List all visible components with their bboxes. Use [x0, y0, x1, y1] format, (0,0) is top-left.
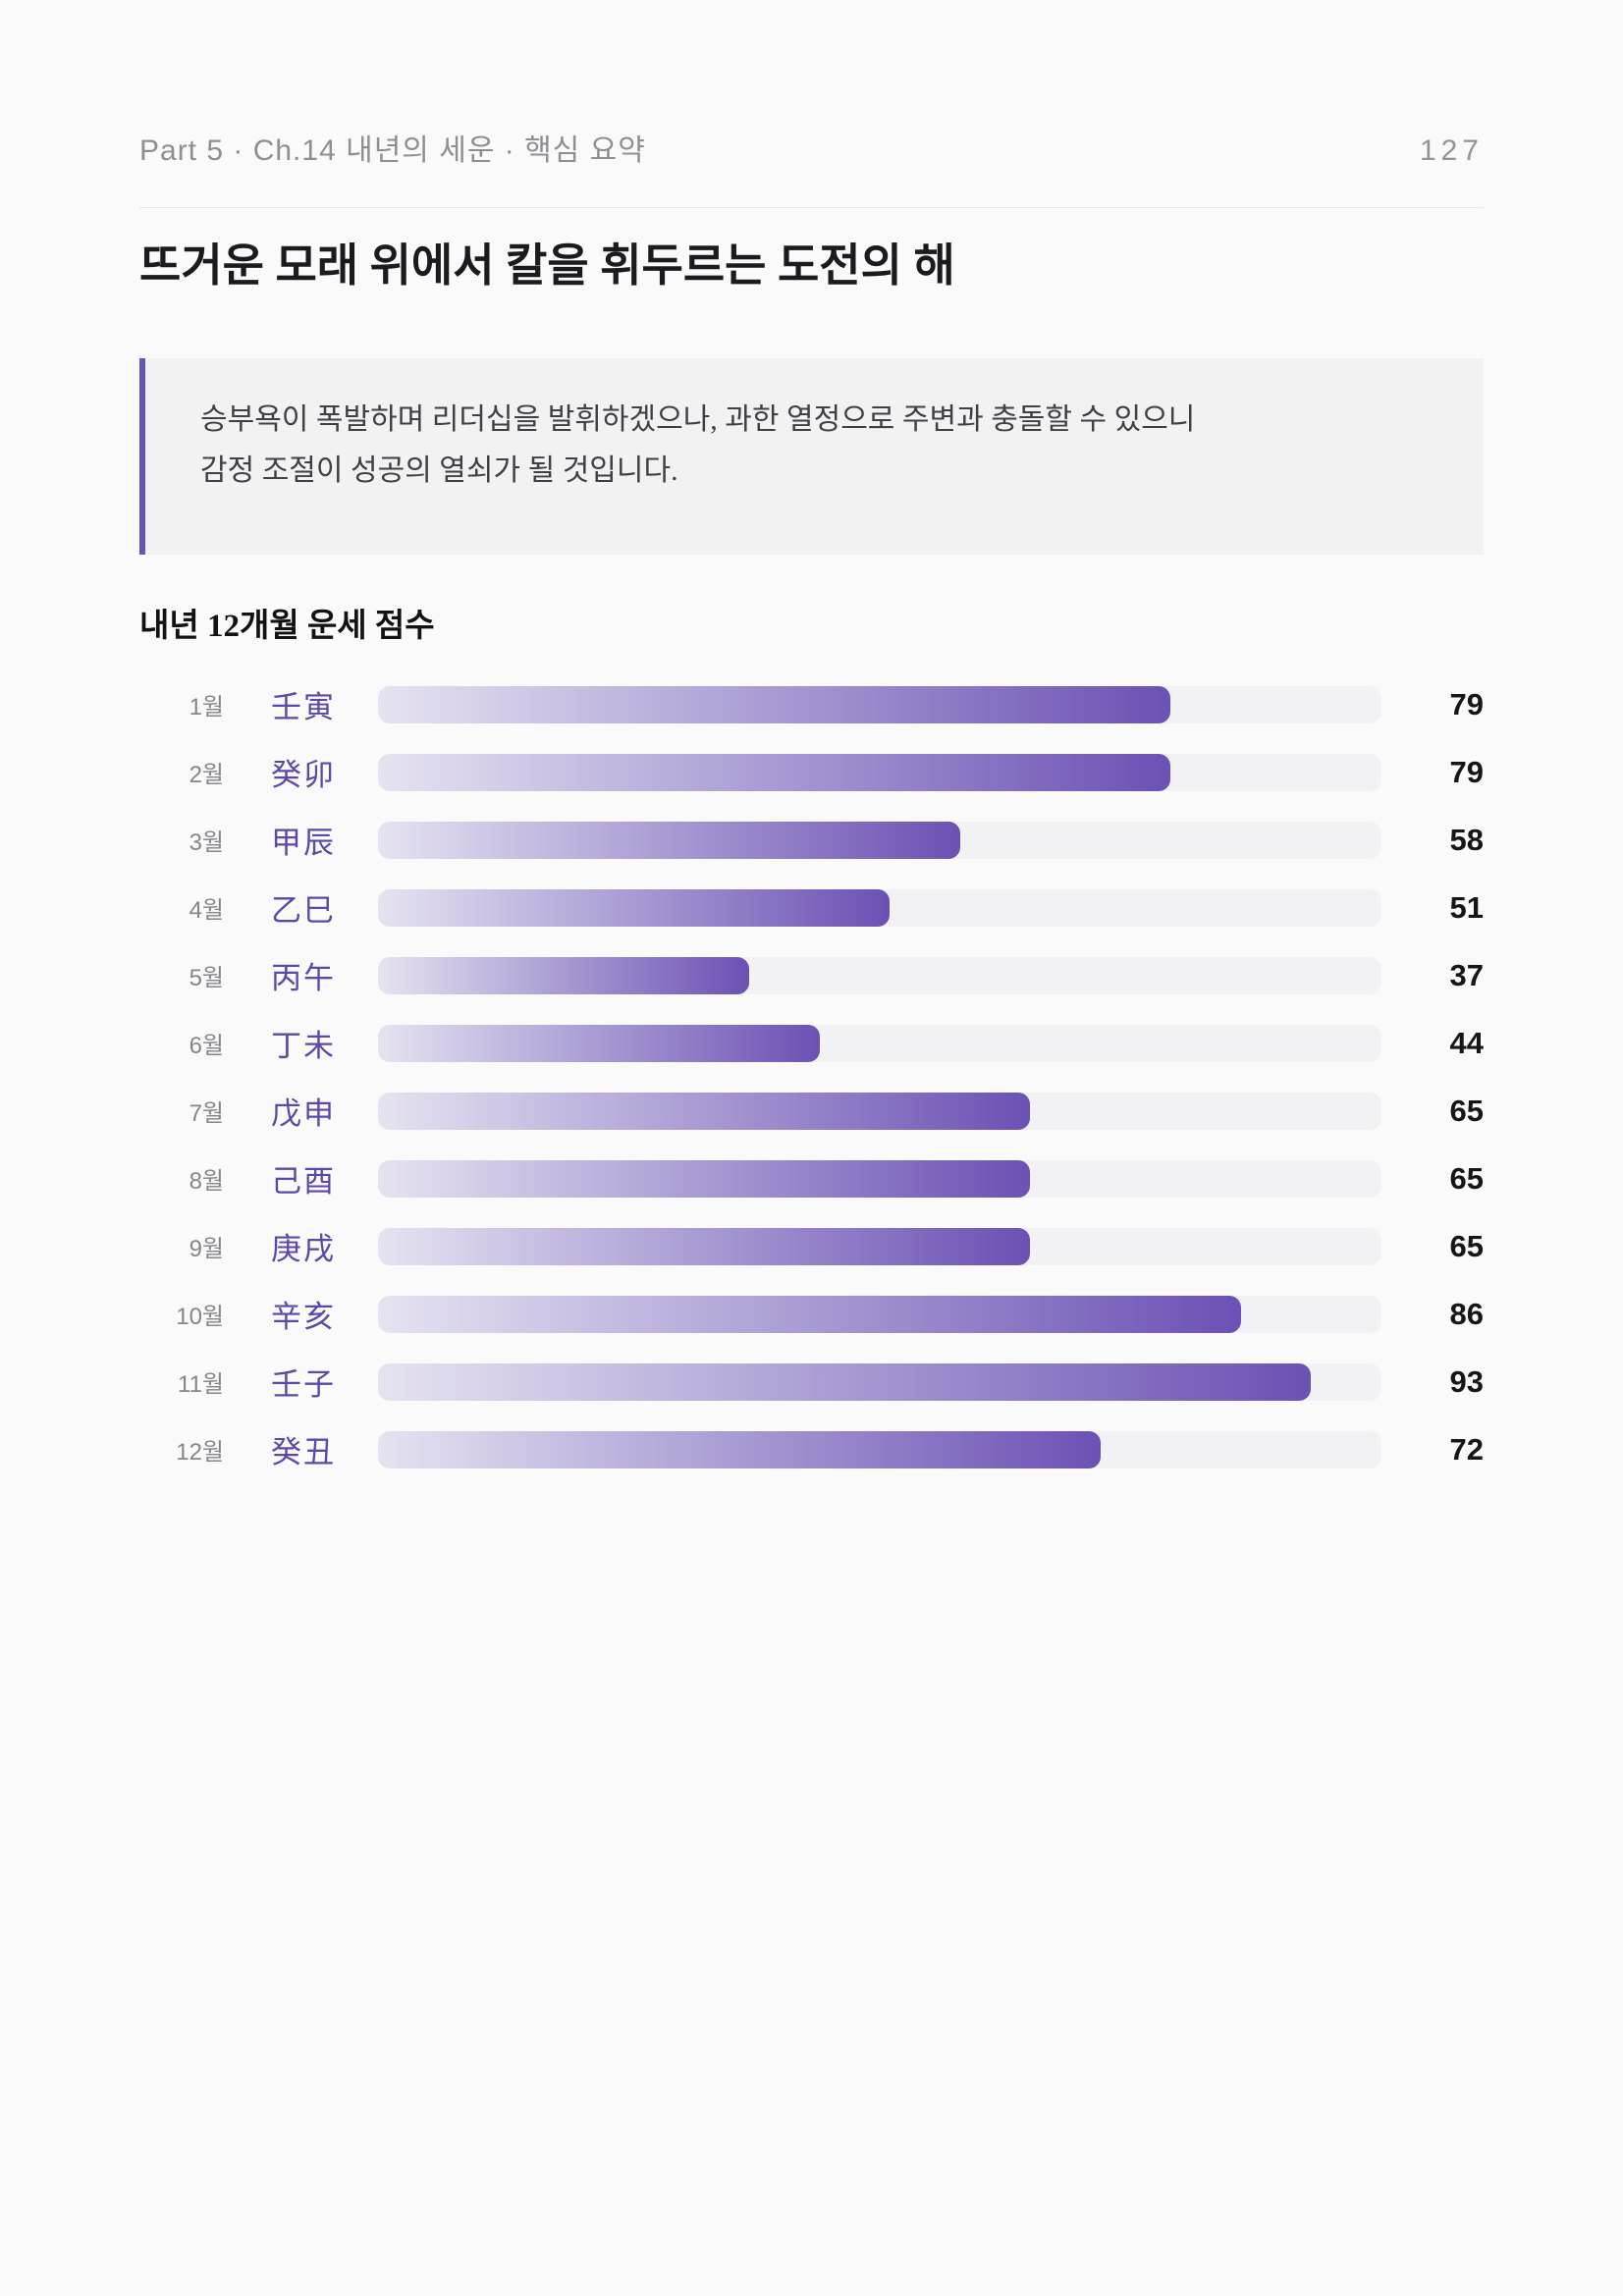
callout-line-1: 승부욕이 폭발하며 리더십을 발휘하겠으나, 과한 열정으로 주변과 충돌할 수…	[200, 403, 1196, 436]
bar-track	[378, 753, 1381, 791]
chart-row: 1월 壬寅 79	[139, 682, 1484, 724]
month-label: 7월	[189, 1100, 224, 1127]
ganzhi-label: 甲辰	[271, 826, 336, 860]
value-label: 79	[1449, 686, 1484, 721]
bar-track	[378, 1092, 1381, 1130]
bar-fill	[378, 753, 1171, 791]
chart-row: 6월 丁未 44	[139, 1021, 1484, 1063]
chart-row: 4월 乙巳 51	[139, 885, 1484, 928]
breadcrumb: Part 5 · Ch.14 내년의 세운 · 핵심 요약	[139, 134, 646, 167]
value-label: 65	[1449, 1228, 1484, 1263]
bar-track	[378, 1430, 1381, 1468]
bar-track	[378, 1227, 1381, 1265]
value-label: 93	[1449, 1363, 1484, 1399]
bar-track	[378, 685, 1381, 723]
value-label: 65	[1449, 1160, 1484, 1196]
bar-fill	[378, 1362, 1312, 1401]
ganzhi-label: 壬寅	[271, 690, 336, 724]
chart-row: 3월 甲辰 58	[139, 818, 1484, 860]
value-label: 79	[1449, 754, 1484, 789]
bar-track	[378, 1159, 1381, 1198]
value-label: 86	[1449, 1296, 1484, 1331]
chart: 1월 壬寅 79 2월 癸卯 79 3월 甲辰 58 4월 乙巳 51 5월 丙午 37 6월 丁未 44 7월 戊申…	[139, 682, 1484, 1469]
callout-line-2: 감정 조절이 성공의 열쇠가 될 것입니다.	[200, 454, 678, 487]
month-label: 9월	[189, 1236, 224, 1262]
page-header: Part 5 · Ch.14 내년의 세운 · 핵심 요약 127	[139, 126, 1484, 169]
chart-row: 10월 辛亥 86	[139, 1292, 1484, 1334]
ganzhi-label: 戊申	[271, 1096, 336, 1131]
month-label: 2월	[189, 762, 224, 788]
bar-fill	[378, 1295, 1241, 1333]
ganzhi-label: 壬子	[271, 1367, 336, 1402]
bar-fill	[378, 1024, 820, 1062]
bar-fill	[378, 1227, 1031, 1265]
bar-fill	[378, 1092, 1031, 1130]
chart-title: 내년 12개월 운세 점수	[139, 609, 435, 644]
chart-row: 8월 己酉 65	[139, 1156, 1484, 1199]
ganzhi-label: 乙巳	[271, 893, 336, 928]
bar-track	[378, 1362, 1381, 1401]
value-label: 37	[1449, 957, 1484, 992]
ganzhi-label: 丁未	[271, 1029, 336, 1063]
ganzhi-label: 辛亥	[271, 1300, 336, 1334]
bar-fill	[378, 685, 1171, 723]
page-title: 뜨거운 모래 위에서 칼을 휘두르는 도전의 해	[139, 240, 955, 291]
value-label: 72	[1449, 1431, 1484, 1467]
month-label: 12월	[176, 1439, 224, 1466]
chart-row: 12월 癸丑 72	[139, 1427, 1484, 1469]
bar-track	[378, 1295, 1381, 1333]
bar-track	[378, 821, 1381, 859]
ganzhi-label: 癸丑	[271, 1435, 336, 1469]
ganzhi-label: 己酉	[271, 1164, 336, 1199]
value-label: 51	[1449, 889, 1484, 925]
bar-fill	[378, 1430, 1101, 1468]
chart-row: 11월 壬子 93	[139, 1360, 1484, 1402]
ganzhi-label: 癸卯	[271, 758, 336, 792]
month-label: 5월	[189, 965, 224, 991]
month-label: 10월	[176, 1304, 224, 1330]
bar-fill	[378, 821, 960, 859]
month-label: 4월	[189, 897, 224, 924]
ganzhi-label: 丙午	[271, 961, 336, 995]
chart-row: 7월 戊申 65	[139, 1089, 1484, 1131]
bar-track	[378, 1024, 1381, 1062]
page-number: 127	[1419, 134, 1484, 167]
value-label: 58	[1449, 822, 1484, 857]
bar-fill	[378, 888, 891, 927]
month-label: 11월	[178, 1371, 224, 1398]
summary-callout: 승부욕이 폭발하며 리더십을 발휘하겠으나, 과한 열정으로 주변과 충돌할 수…	[139, 358, 1484, 555]
month-label: 8월	[189, 1168, 224, 1195]
month-label: 6월	[189, 1033, 224, 1059]
month-label: 3월	[189, 829, 224, 856]
chart-row: 9월 庚戌 65	[139, 1224, 1484, 1266]
header-divider	[139, 207, 1484, 208]
bar-fill	[378, 956, 750, 994]
bar-track	[378, 956, 1381, 994]
month-label: 1월	[189, 694, 224, 721]
ganzhi-label: 庚戌	[271, 1232, 336, 1266]
chart-row: 2월 癸卯 79	[139, 750, 1484, 792]
bar-track	[378, 888, 1381, 927]
bar-fill	[378, 1159, 1031, 1198]
value-label: 44	[1449, 1025, 1484, 1060]
chart-row: 5월 丙午 37	[139, 953, 1484, 995]
value-label: 65	[1449, 1093, 1484, 1128]
